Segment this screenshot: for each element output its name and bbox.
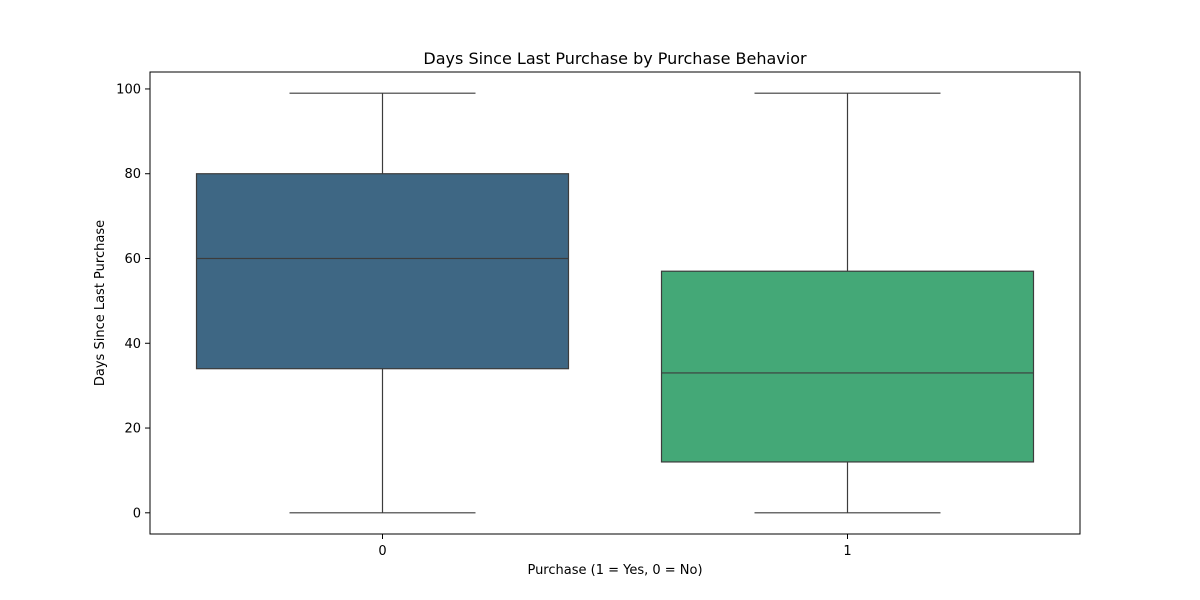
x-tick-label: 0 <box>378 544 386 559</box>
plot-area-frame <box>149 71 1081 535</box>
iqr-box <box>195 173 570 370</box>
y-tick-label: 100 <box>116 82 141 97</box>
box-group-0 <box>195 92 570 514</box>
y-tick-label: 80 <box>124 167 141 182</box>
y-tick-label: 40 <box>124 337 141 352</box>
x-tick-label: 1 <box>843 544 851 559</box>
x-axis-label: Purchase (1 = Yes, 0 = No) <box>527 563 702 578</box>
y-tick-label: 20 <box>124 422 141 437</box>
box-group-1 <box>660 92 1035 514</box>
y-axis-ticks: 0 20 40 60 80 100 <box>116 82 150 521</box>
boxes-layer <box>195 92 1035 514</box>
y-tick-label: 60 <box>124 252 141 267</box>
iqr-box <box>660 270 1035 463</box>
chart-title: Days Since Last Purchase by Purchase Beh… <box>423 49 807 68</box>
y-axis-label: Days Since Last Purchase <box>93 220 108 386</box>
y-tick-label: 0 <box>133 506 141 521</box>
